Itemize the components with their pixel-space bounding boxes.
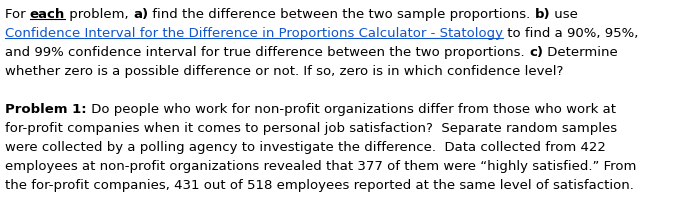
Text: the for-profit companies, 431 out of 518 employees reported at the same level of: the for-profit companies, 431 out of 518… [5, 179, 634, 192]
Text: Problem 1:: Problem 1: [5, 103, 87, 116]
Text: b): b) [535, 8, 550, 21]
Text: use: use [550, 8, 578, 21]
Text: each: each [30, 8, 65, 21]
Text: and 99% confidence interval for true difference between the two proportions.: and 99% confidence interval for true dif… [5, 46, 529, 59]
Text: c): c) [529, 46, 543, 59]
Text: to find a 90%, 95%,: to find a 90%, 95%, [503, 27, 638, 40]
Text: For: For [5, 8, 30, 21]
Text: were collected by a polling agency to investigate the difference.  Data collecte: were collected by a polling agency to in… [5, 141, 606, 154]
Text: a): a) [133, 8, 148, 21]
Text: Confidence Interval for the Difference in Proportions Calculator - Statology: Confidence Interval for the Difference i… [5, 27, 503, 40]
Text: whether zero is a possible difference or not. If so, zero is in which confidence: whether zero is a possible difference or… [5, 65, 563, 78]
Text: employees at non-profit organizations revealed that 377 of them were “highly sat: employees at non-profit organizations re… [5, 160, 636, 173]
Text: find the difference between the two sample proportions.: find the difference between the two samp… [148, 8, 535, 21]
Text: problem,: problem, [65, 8, 133, 21]
Text: Do people who work for non-profit organizations differ from those who work at: Do people who work for non-profit organi… [87, 103, 616, 116]
Text: Determine: Determine [543, 46, 618, 59]
Text: for-profit companies when it comes to personal job satisfaction?  Separate rando: for-profit companies when it comes to pe… [5, 122, 617, 135]
